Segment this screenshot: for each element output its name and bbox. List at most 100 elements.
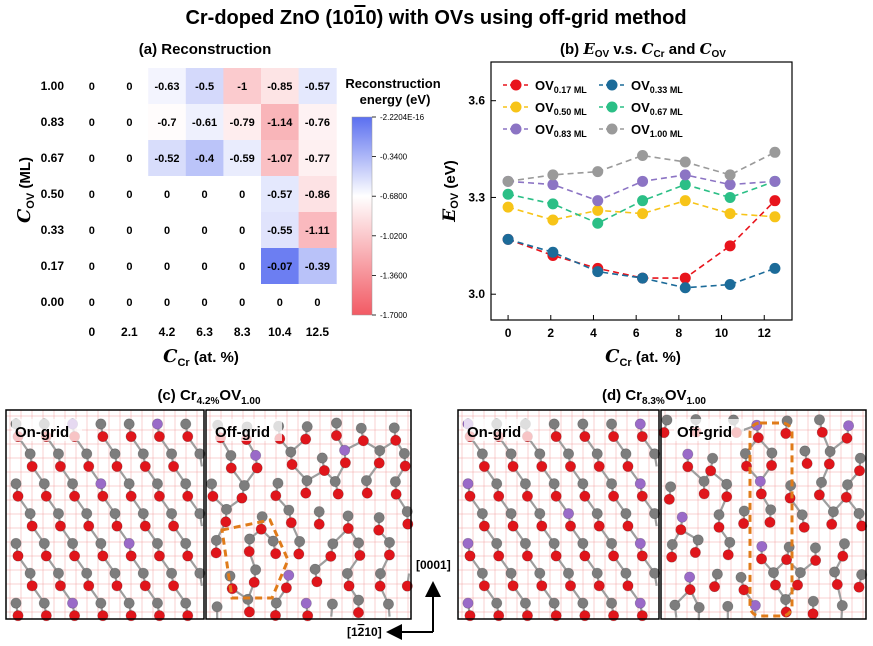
heatmap-cell [110, 212, 149, 249]
cr-atom [682, 448, 694, 460]
zn-atom [505, 567, 517, 579]
heatmap-cell [185, 248, 224, 285]
heatmap-y-tick-label: 0.17 [41, 259, 65, 273]
legend-label: OV0.83 ML [535, 122, 587, 139]
structure-c-off-grid-label-bg [212, 419, 282, 441]
cr-atom [462, 537, 474, 549]
series-point [637, 208, 649, 220]
o-atom [564, 580, 576, 592]
zn-atom [853, 507, 865, 519]
zn-atom [194, 508, 206, 520]
heatmap-cell-label: 0 [239, 261, 245, 273]
o-atom [220, 516, 232, 528]
heatmap-cell [223, 140, 262, 177]
o-atom [69, 550, 81, 562]
o-atom [507, 520, 519, 532]
structure-c-on-grid-label-bg [12, 419, 82, 441]
zn-atom [476, 448, 488, 460]
heatmap-cell [73, 176, 112, 213]
o-atom [837, 550, 849, 562]
zn-atom [534, 448, 546, 460]
cr-atom [843, 420, 855, 432]
heatmap-cell-label: 0 [202, 261, 208, 273]
heatmap-cell [261, 176, 300, 213]
zn-atom [109, 508, 121, 520]
heatmap-cell [73, 248, 112, 285]
o-atom [12, 550, 24, 562]
heatmap-cell [148, 248, 187, 285]
zn-atom [67, 537, 79, 549]
series-point [724, 279, 736, 291]
zn-atom [649, 567, 661, 579]
line-chart-frame [490, 61, 793, 321]
o-atom [139, 520, 151, 532]
structure-d-on-grid [458, 410, 661, 622]
line-x-tick-label: 12 [758, 326, 772, 340]
o-atom [111, 580, 123, 592]
zn-atom [194, 448, 206, 460]
o-atom [248, 576, 260, 588]
o-atom [840, 491, 852, 503]
structure-d-off-grid-label: Off-grid [677, 424, 732, 441]
o-atom [478, 580, 490, 592]
structure-d-on-grid-frame [457, 409, 660, 620]
zn-atom [210, 534, 222, 546]
line-x-tick-label: 8 [676, 326, 683, 340]
heatmap-cell-label: 0 [239, 225, 245, 237]
heatmap-cell [223, 212, 262, 249]
line-x-tick-label: 2 [547, 326, 554, 340]
heatmap-cell-label: 0 [126, 117, 132, 129]
cr-atom [634, 597, 646, 609]
zn-atom [330, 417, 342, 429]
o-atom [766, 459, 778, 471]
colorbar-tick-label: -1.3600 [380, 271, 408, 280]
o-atom [390, 488, 402, 500]
o-atom [856, 520, 868, 532]
heatmap-cell-label: 0 [89, 225, 95, 237]
legend-swatch-marker [510, 101, 522, 113]
zn-atom [780, 593, 792, 605]
zn-atom [374, 568, 386, 580]
legend-swatch-marker [606, 101, 618, 113]
zn-atom [620, 567, 632, 579]
o-atom [153, 490, 165, 502]
heatmap-cell [148, 284, 187, 321]
zn-atom [52, 508, 64, 520]
o-atom [97, 550, 109, 562]
zn-atom [225, 450, 237, 462]
zn-atom [739, 448, 751, 460]
zn-atom [519, 478, 531, 490]
panel-b: (b) EOV v.s. CCr and COV 0 2 4 6 8 10 12 3.0 3.3… [440, 40, 793, 369]
heatmap-cell [148, 212, 187, 249]
o-atom [236, 492, 248, 504]
o-atom [361, 487, 373, 499]
cr-atom [95, 478, 107, 490]
zn-atom [353, 594, 365, 606]
heatmap-cell [261, 68, 300, 105]
heatmap-cell-label: -1.11 [305, 225, 329, 237]
zn-atom [151, 478, 163, 490]
heatmap-cell [261, 104, 300, 141]
zn-atom [606, 537, 618, 549]
heatmap-cell [223, 284, 262, 321]
heatmap-cell-label: -0.85 [267, 81, 292, 93]
heatmap-cell [110, 104, 149, 141]
line-x-tick-label: 10 [715, 326, 729, 340]
cr-atom [339, 444, 351, 456]
heatmap-cell-label: 0 [89, 81, 95, 93]
o-atom [769, 579, 781, 591]
series-point [679, 156, 691, 168]
structure-d-on-grid-label-bg [464, 419, 534, 441]
heatmap-cell-label: 0 [164, 261, 170, 273]
panel-b-title: (b) EOV v.s. CCr and COV [560, 40, 726, 60]
zn-atom [24, 448, 36, 460]
zn-atom [301, 475, 313, 487]
zn-atom [355, 422, 367, 434]
heatmap-cell-label: -0.39 [305, 261, 330, 273]
zn-atom [95, 418, 107, 430]
heatmap-cell-label: -1 [237, 81, 247, 93]
zn-atom [827, 506, 839, 518]
series-point [724, 240, 736, 252]
heatmap-y-tick-label: 0.33 [41, 223, 65, 237]
